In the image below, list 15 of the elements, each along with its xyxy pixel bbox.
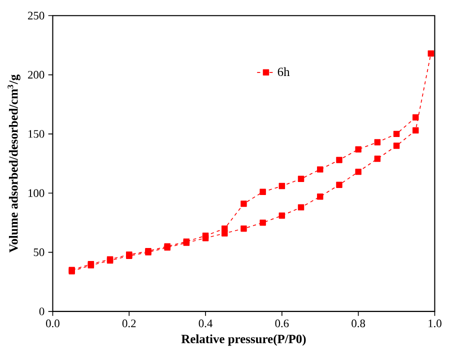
y-tick-label: 150 (28, 130, 44, 138)
x-tick-label: 0.6 (275, 319, 289, 328)
x-tick-label: 0.0 (46, 319, 60, 328)
y-tick-label: 100 (28, 189, 44, 197)
x-axis-title: Relative pressure(P/P0) (181, 334, 306, 346)
x-tick-label: 0.2 (122, 319, 136, 328)
y-tick-label: 200 (28, 70, 44, 78)
legend-label: 6h (278, 67, 290, 76)
x-tick-label: 1.0 (428, 319, 442, 328)
y-axis-title: Volume adsorbed/desorbed/cm$^{3}$/g (8, 74, 20, 252)
x-tick-label: 0.8 (352, 319, 366, 328)
y-tick-label: 250 (28, 12, 44, 20)
y-tick-label: 50 (34, 248, 44, 256)
y-tick-label: 0 (39, 307, 44, 316)
x-tick-label: 0.4 (198, 319, 212, 328)
